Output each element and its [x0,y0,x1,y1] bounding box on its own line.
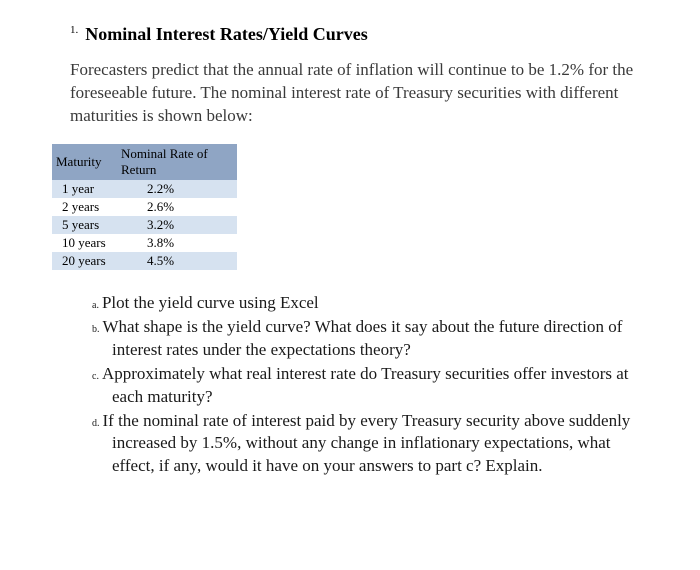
question-text: Approximately what real interest rate do… [102,364,629,405]
heading-number: 1. [70,24,78,36]
heading-title: Nominal Interest Rates/Yield Curves [85,24,367,44]
table-row: 2 years2.6% [52,198,237,216]
cell-rate: 3.2% [117,216,237,234]
cell-rate: 2.2% [117,180,237,198]
question-item: c.Approximately what real interest rate … [92,363,650,408]
intro-paragraph: Forecasters predict that the annual rate… [70,59,650,128]
question-item: b.What shape is the yield curve? What do… [92,316,650,361]
rates-table: Maturity Nominal Rate of Return 1 year2.… [52,144,237,270]
question-text: Plot the yield curve using Excel [102,293,319,312]
table-header-maturity: Maturity [52,144,117,180]
main-heading: 1. Nominal Interest Rates/Yield Curves [70,24,650,45]
cell-rate: 2.6% [117,198,237,216]
question-item: d.If the nominal rate of interest paid b… [92,410,650,477]
cell-maturity: 10 years [52,234,117,252]
questions-list: a.Plot the yield curve using Excelb.What… [70,292,650,478]
table-body: 1 year2.2%2 years2.6%5 years3.2%10 years… [52,180,237,270]
cell-maturity: 2 years [52,198,117,216]
cell-rate: 4.5% [117,252,237,270]
question-letter: c. [92,371,99,382]
cell-maturity: 1 year [52,180,117,198]
table-row: 5 years3.2% [52,216,237,234]
table-row: 10 years3.8% [52,234,237,252]
question-letter: a. [92,300,99,311]
table-row: 1 year2.2% [52,180,237,198]
table-header-row: Maturity Nominal Rate of Return [52,144,237,180]
question-text: What shape is the yield curve? What does… [103,317,623,358]
table-row: 20 years4.5% [52,252,237,270]
cell-maturity: 20 years [52,252,117,270]
cell-rate: 3.8% [117,234,237,252]
table-header-rate: Nominal Rate of Return [117,144,237,180]
question-text: If the nominal rate of interest paid by … [103,411,631,475]
cell-maturity: 5 years [52,216,117,234]
question-item: a.Plot the yield curve using Excel [92,292,650,314]
question-letter: d. [92,418,100,429]
question-letter: b. [92,324,100,335]
